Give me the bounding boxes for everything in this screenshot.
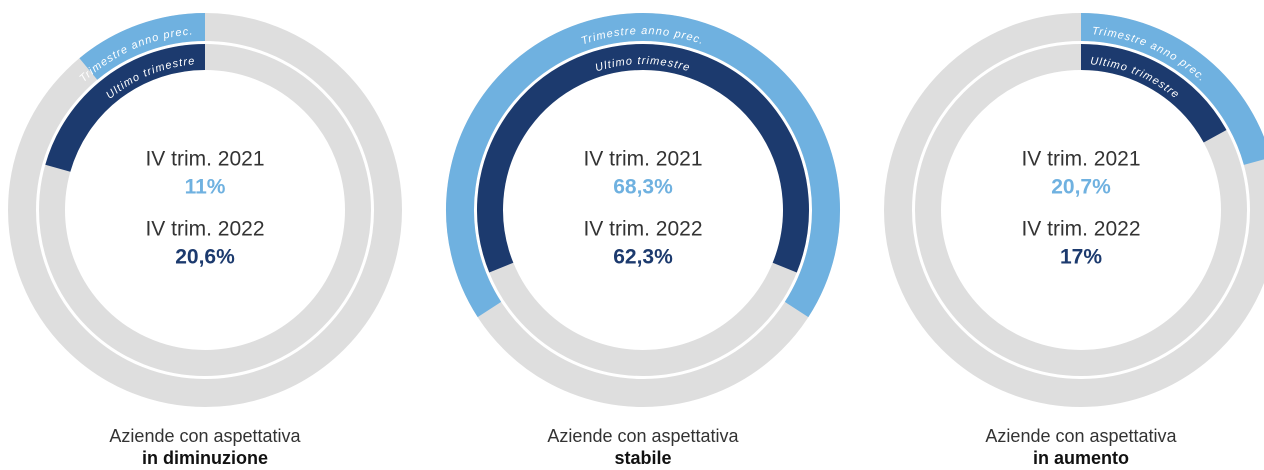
ring-arc	[1080, 13, 1264, 166]
value-label: 20,7%	[1051, 176, 1111, 199]
value-label: 68,3%	[613, 176, 673, 199]
value-label: 62,3%	[613, 246, 673, 269]
ring-arc	[45, 44, 206, 173]
subcaption: in aumento	[1033, 448, 1129, 468]
value-label: 11%	[185, 176, 226, 199]
ring-chart: Trimestre anno prec.IV trim. 202168,3%Ul…	[446, 13, 840, 468]
period-label: IV trim. 2021	[145, 148, 264, 171]
caption: Aziende con aspettativa	[547, 426, 739, 446]
ring-arc	[477, 44, 809, 273]
caption: Aziende con aspettativa	[109, 426, 301, 446]
ring-arc	[1080, 44, 1227, 143]
period-label: IV trim. 2021	[583, 148, 702, 171]
period-label: IV trim. 2022	[1021, 218, 1140, 241]
period-label: IV trim. 2021	[1021, 148, 1140, 171]
subcaption: in diminuzione	[142, 448, 268, 468]
ring-chart: Trimestre anno prec.IV trim. 202120,7%Ul…	[884, 13, 1264, 468]
value-label: 17%	[1060, 246, 1102, 269]
ring-chart: Trimestre anno prec.IV trim. 202111%Ulti…	[8, 13, 402, 468]
value-label: 20,6%	[175, 246, 235, 269]
ring-arc	[79, 13, 206, 80]
caption: Aziende con aspettativa	[985, 426, 1177, 446]
ring-arc	[446, 13, 840, 318]
period-label: IV trim. 2022	[145, 218, 264, 241]
ring-track	[8, 13, 402, 407]
subcaption: stabile	[614, 448, 671, 468]
period-label: IV trim. 2022	[583, 218, 702, 241]
